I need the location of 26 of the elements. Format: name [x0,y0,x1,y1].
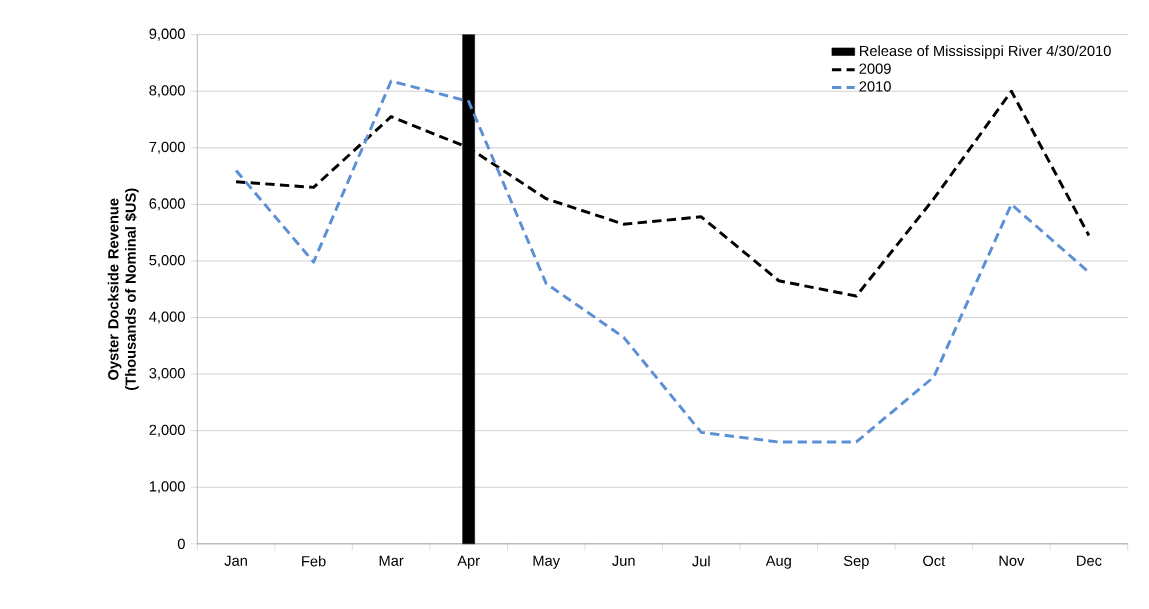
x-tick-label: Jun [612,555,635,566]
x-tick-label: Oct [923,555,946,566]
y-tick-label: 8,000 [149,85,185,98]
legend-label: 2009 [859,63,891,74]
x-tick-label: Jul [692,555,710,567]
x-tick-label: May [533,555,560,569]
y-tick-label: 9,000 [149,28,185,41]
y-tick-label: 7,000 [149,141,185,154]
y-tick-label: 6,000 [149,198,185,211]
legend-label: 2010 [859,81,891,92]
legend-label: Release of Mississippi River 4/30/2010 [860,45,1111,59]
x-tick-label: Mar [379,555,404,566]
y-tick-label: 1,000 [149,481,185,494]
x-tick-label: Dec [1077,555,1102,566]
x-tick-label: Jan [224,555,247,566]
y-tick-label: 3,000 [149,368,185,381]
x-tick-label: Nov [999,555,1025,566]
y-axis-title: Oyster Dockside Revenue (Thousands of Nominal $US) [107,188,139,390]
y-tick-label: 0 [177,538,185,549]
x-tick-label: Aug [765,555,791,569]
y-tick-label: 2,000 [149,424,185,437]
x-tick-label: Apr [457,555,480,569]
y-tick-label: 5,000 [149,254,185,267]
x-tick-label: Sep [843,555,869,569]
y-tick-label: 4,000 [149,311,185,324]
x-tick-label: Feb [302,555,326,567]
